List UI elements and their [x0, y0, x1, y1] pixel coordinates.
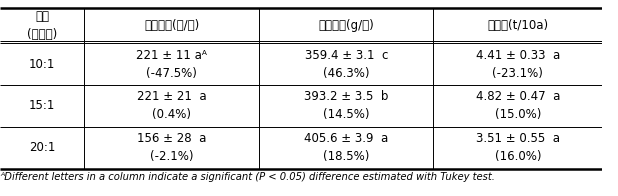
Text: 221 ± 21  a
(0.4%): 221 ± 21 a (0.4%) [137, 90, 206, 121]
Text: 156 ± 28  a
(-2.1%): 156 ± 28 a (-2.1%) [137, 132, 206, 163]
Text: 20:1: 20:1 [29, 141, 56, 154]
Text: 3.51 ± 0.55  a
(16.0%): 3.51 ± 0.55 a (16.0%) [476, 132, 560, 163]
Text: 10:1: 10:1 [29, 58, 56, 71]
Text: 4.82 ± 0.47  a
(15.0%): 4.82 ± 0.47 a (15.0%) [476, 90, 560, 121]
Text: 수확과수(과/주): 수확과수(과/주) [144, 19, 199, 32]
Text: 15:1: 15:1 [29, 99, 56, 112]
Text: 221 ± 11 aᴬ
(-47.5%): 221 ± 11 aᴬ (-47.5%) [136, 49, 207, 80]
Text: 4.41 ± 0.33  a
(-23.1%): 4.41 ± 0.33 a (-23.1%) [476, 49, 560, 80]
Text: 평균과중(g/과): 평균과중(g/과) [318, 19, 374, 32]
Text: 수확량(t/10a): 수확량(t/10a) [487, 19, 548, 32]
Text: 359.4 ± 3.1  c
(46.3%): 359.4 ± 3.1 c (46.3%) [305, 49, 388, 80]
Text: 393.2 ± 3.5  b
(14.5%): 393.2 ± 3.5 b (14.5%) [304, 90, 388, 121]
Text: 처리
(엽과비): 처리 (엽과비) [27, 10, 57, 41]
Text: ᴬDifferent letters in a column indicate a significant (P < 0.05) difference esti: ᴬDifferent letters in a column indicate … [0, 172, 495, 182]
Text: 405.6 ± 3.9  a
(18.5%): 405.6 ± 3.9 a (18.5%) [304, 132, 388, 163]
